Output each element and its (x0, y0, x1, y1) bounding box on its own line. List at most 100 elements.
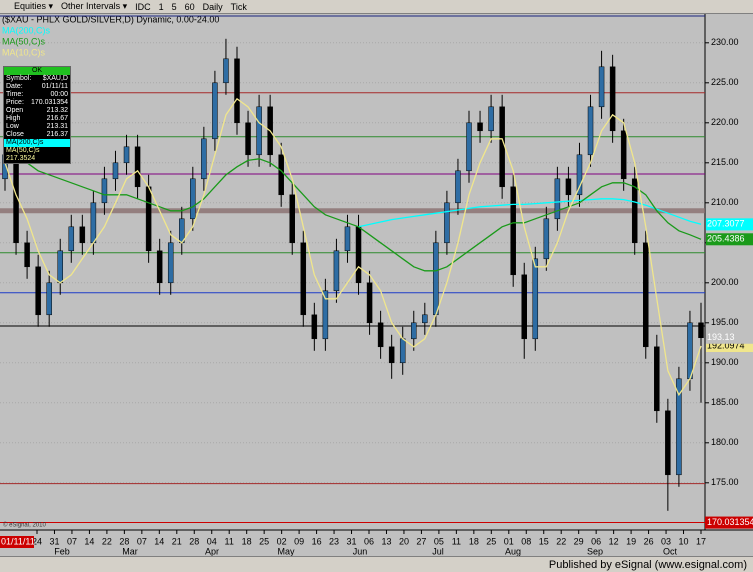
month-label: May (277, 546, 295, 556)
candle-body (145, 186, 152, 252)
x-tick-label: 11 (225, 536, 234, 546)
toolbar-button[interactable]: Daily (202, 1, 223, 12)
info-row: Close 216.37 (4, 131, 70, 139)
info-row: Price: 170.031354 (4, 99, 70, 107)
candle-body (609, 66, 616, 132)
info-value: 213.32 (46, 107, 68, 114)
toolbar-button[interactable]: Equities ▾ (14, 1, 54, 11)
x-tick-label: 21 (172, 536, 182, 546)
info-ma-row: MA(50,C)s 217.3524 (6, 147, 40, 162)
candle-body (123, 146, 130, 164)
x-tick-label: 23 (329, 536, 339, 546)
candle-body (68, 226, 75, 252)
month-label: Mar (122, 546, 138, 556)
candle-body (366, 282, 373, 324)
candle-body (112, 162, 119, 180)
candle-body (190, 178, 196, 220)
info-row: Symbol: $XAU,D (4, 75, 70, 83)
candle-body (521, 274, 527, 340)
candle-body (311, 314, 318, 340)
footer: Published by eSignal (www.esignal.com) (0, 556, 753, 572)
candle-body (90, 202, 97, 244)
candle-body (698, 322, 704, 339)
toolbar-button[interactable]: 5 (171, 1, 177, 12)
y-tick-label: 230.00 (711, 37, 739, 47)
candle-body (576, 154, 583, 196)
month-label: Sep (587, 546, 603, 556)
month-label: Apr (205, 546, 219, 556)
last-value-label: 192.0974 (707, 340, 745, 350)
candle-body (687, 322, 693, 380)
candle-body (388, 346, 395, 364)
candle-body (245, 122, 251, 156)
x-tick-label: 06 (591, 536, 601, 546)
candle-body (587, 106, 594, 156)
x-tick-label: 08 (521, 536, 531, 546)
candle-body (477, 122, 483, 132)
toolbar-button[interactable]: IDC (135, 1, 151, 12)
x-tick-label: 31 (49, 536, 59, 546)
candle-body (156, 250, 163, 284)
candle-body (411, 322, 417, 340)
month-label: Jun (353, 546, 368, 556)
info-row: High 216.67 (4, 115, 70, 123)
toolbar-button[interactable]: 1 (158, 1, 164, 12)
x-tick-label: 14 (154, 536, 164, 546)
legend-entry: MA(200,C)s (2, 25, 51, 35)
x-tick-label: 03 (661, 536, 671, 546)
info-label: Low (6, 123, 19, 130)
info-value: $XAU,D (42, 75, 68, 82)
info-label: Price: (6, 99, 24, 106)
x-tick-label: 06 (364, 536, 374, 546)
x-tick-label: 19 (626, 536, 636, 546)
candle-body (46, 282, 52, 316)
candle-body (134, 146, 141, 188)
candle-body (499, 106, 505, 188)
y-tick-label: 185.00 (711, 397, 739, 407)
month-label: Feb (54, 546, 70, 556)
x-tick-label: 25 (259, 536, 269, 546)
candle-body (300, 242, 307, 316)
x-tick-label: 04 (207, 536, 217, 546)
x-tick-label: 14 (84, 536, 94, 546)
info-box: OK Symbol: $XAU,D Date: 01/11/11 Time: 00:00 Pr… (3, 66, 71, 164)
last-value-bg (706, 218, 753, 231)
x-tick-label: 10 (679, 536, 689, 546)
candle-body (620, 130, 627, 180)
x-tick-label: 07 (137, 536, 147, 546)
info-row: Low 213.31 (4, 123, 70, 131)
candle-body (510, 186, 516, 276)
info-label: Close (6, 131, 24, 138)
candle-body (167, 242, 174, 284)
candle-body (101, 178, 108, 204)
chart: ($XAU - PHLX GOLD/SILVER,D) Dynamic, 0.0… (0, 14, 753, 556)
x-tick-label: 09 (294, 536, 304, 546)
candle-body (466, 122, 472, 172)
y-tick-label: 190.00 (711, 357, 739, 367)
chart-title: ($XAU - PHLX GOLD/SILVER,D) Dynamic, 0.0… (2, 14, 219, 24)
x-tick-label: 11 (452, 536, 461, 546)
date-label-bg (0, 536, 34, 548)
info-label: Time: (6, 91, 24, 98)
x-tick-label: 29 (574, 536, 584, 546)
candle-body (422, 314, 428, 324)
ma-line (358, 198, 702, 228)
last-value-label: 207.3077 (707, 219, 745, 229)
toolbar-button[interactable]: Other Intervals ▾ (61, 1, 128, 11)
y-tick-label: 200.00 (711, 277, 739, 287)
x-tick-label: 18 (242, 536, 252, 546)
info-value: 216.37 (46, 131, 68, 138)
candle-body (631, 178, 638, 244)
x-tick-label: 26 (644, 536, 654, 546)
candle-body (444, 202, 450, 244)
candle-body (543, 218, 550, 260)
candle-body (223, 58, 229, 84)
toolbar-button[interactable]: 60 (184, 1, 195, 12)
candle-body (399, 338, 406, 364)
info-row: Open 213.32 (4, 107, 70, 115)
month-label: Aug (505, 546, 521, 556)
toolbar-button[interactable]: Tick (230, 1, 247, 12)
info-value: 00:00 (50, 91, 68, 98)
x-tick-label: 12 (609, 536, 619, 546)
